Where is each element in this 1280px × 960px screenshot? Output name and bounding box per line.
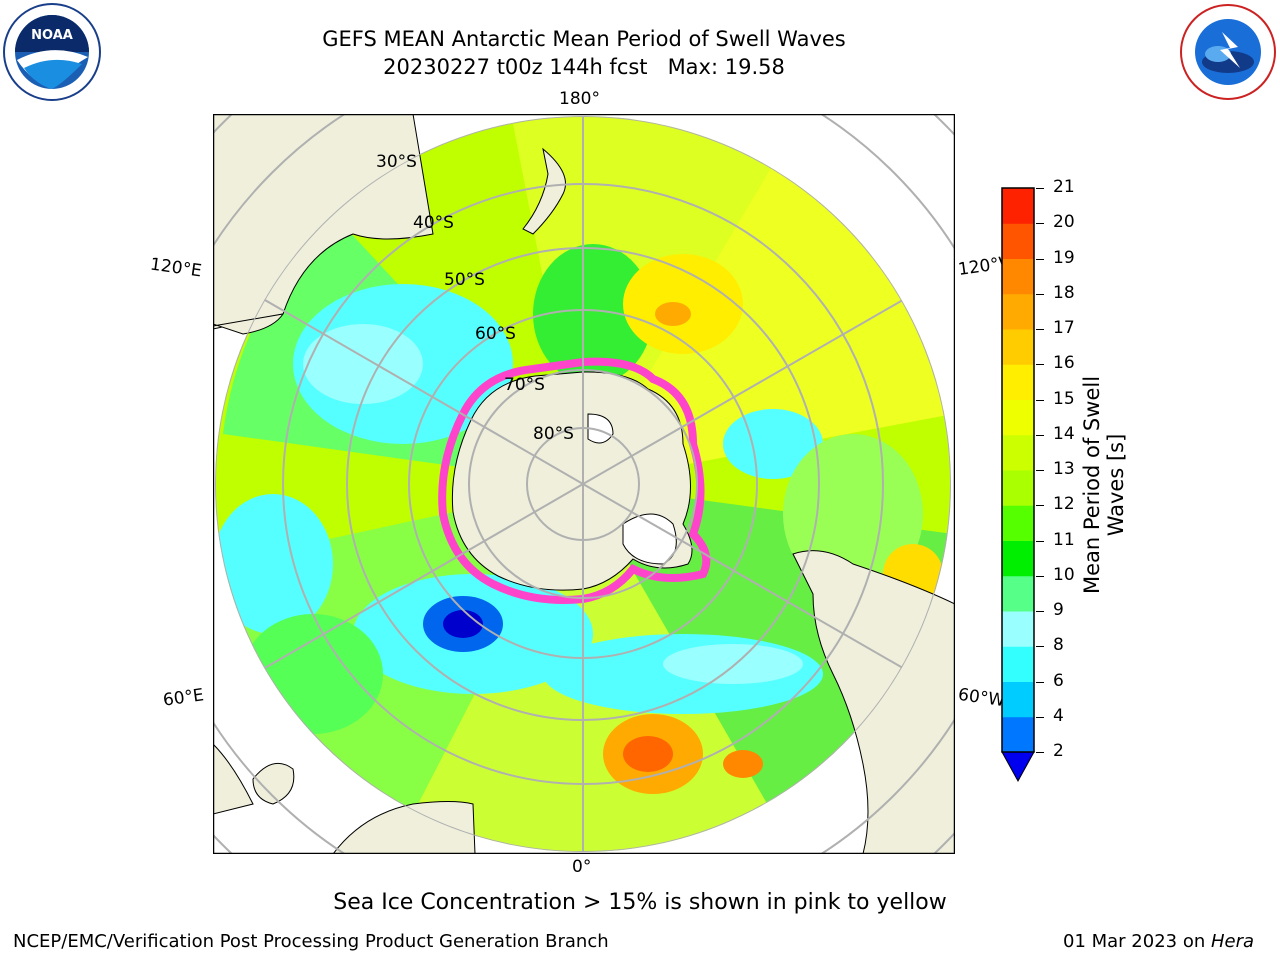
colorbar-tick-mark [1036,505,1044,507]
lat-label-50s: 50°S [444,270,485,290]
colorbar-tick-label: 13 [1053,459,1075,479]
colorbar-tick-label: 8 [1053,635,1064,656]
colorbar-swatch [1002,716,1034,753]
colorbar-tick-mark [1036,540,1044,542]
noaa-logo-text: NOAA [31,28,73,43]
lon-label-0: 0° [572,857,592,877]
lat-label-60s: 60°S [475,324,516,344]
footer-credit: NCEP/EMC/Verification Post Processing Pr… [13,931,609,952]
colorbar-tick-mark [1036,681,1044,683]
colorbar-tick-mark [1036,258,1044,260]
south-america-land [792,550,955,854]
nws-logo [1180,4,1276,100]
colorbar-swatch [1002,293,1034,330]
colorbar-tick-label: 6 [1053,670,1064,691]
colorbar-tick-label: 9 [1053,600,1064,620]
colorbar [1001,187,1035,783]
footer-date: 01 Mar 2023 on Hera [1063,931,1254,952]
colorbar-swatch [1002,329,1034,365]
colorbar-tick-mark [1036,399,1044,401]
colorbar-swatch [1002,540,1034,577]
lat-label-40s: 40°S [413,213,454,233]
colorbar-swatch [1002,399,1034,436]
colorbar-swatch [1002,470,1034,506]
new-zealand-land [522,147,566,235]
colorbar-tick-mark [1036,470,1044,471]
footer-host: Hera [1211,931,1255,952]
lon-label-180: 180° [559,89,600,109]
colorbar-tick-mark [1036,646,1044,648]
colorbar-tick-label: 12 [1053,494,1075,515]
colorbar-tick-label: 21 [1053,177,1075,197]
chart-title: GEFS MEAN Antarctic Mean Period of Swell… [322,27,846,51]
lat-label-30s: 30°S [376,152,417,172]
colorbar-swatch [1002,188,1034,224]
colorbar-swatch [1002,611,1034,647]
polar-map [213,114,955,854]
colorbar-tick-mark [1036,575,1044,577]
lon-label-60w: 60°W [956,684,1007,712]
colorbar-swatch [1002,434,1034,471]
colorbar-tick-label: 19 [1053,247,1075,268]
colorbar-tick-label: 15 [1053,388,1075,409]
colorbar-tick-label: 20 [1053,212,1075,233]
colorbar-tick-mark [1036,223,1044,225]
chart-subtitle: 20230227 t00z 144h fcst Max: 19.58 [383,55,785,79]
colorbar-tick-mark [1036,716,1044,718]
colorbar-tick-mark [1036,329,1044,330]
colorbar-swatch [1002,223,1034,259]
colorbar-tick-mark [1036,188,1044,189]
sea-ice-note: Sea Ice Concentration > 15% is shown in … [333,890,947,915]
colorbar-swatch [1002,505,1034,541]
map-frame [213,114,955,854]
colorbar-tick-label: 16 [1053,353,1075,374]
madagascar-land [252,762,295,805]
colorbar-tick-label: 17 [1053,318,1075,338]
colorbar-tick-label: 2 [1053,741,1064,761]
colorbar-tick-label: 10 [1053,564,1075,585]
lon-label-120e: 120°E [148,254,203,282]
colorbar-swatch [1002,646,1034,682]
colorbar-tick-label: 14 [1053,423,1075,444]
africa-land [332,801,476,854]
colorbar-tick-label: 11 [1053,529,1075,550]
colorbar-tick-mark [1036,434,1044,436]
ice-shelf-ross [587,413,614,444]
lat-label-80s: 80°S [533,424,574,444]
sea-ice-ring [438,357,711,604]
australia-land [213,114,434,330]
footer-date-text: 01 Mar 2023 on [1063,931,1206,952]
colorbar-swatch [1002,258,1034,295]
noaa-logo: NOAA [3,3,101,101]
lon-label-60e: 60°E [161,685,206,711]
colorbar-tick-mark [1036,364,1044,366]
graticule [215,116,951,852]
colorbar-tick-label: 18 [1053,282,1075,303]
colorbar-tick-mark [1036,611,1044,612]
colorbar-swatch [1002,575,1034,612]
lat-label-70s: 70°S [504,375,545,395]
colorbar-swatch [1002,364,1034,400]
colorbar-tick-mark [1036,293,1044,295]
colorbar-tick-mark [1036,752,1044,753]
colorbar-label: Mean Period of Swell Waves [s] [1080,375,1128,595]
colorbar-swatch [1002,681,1034,718]
colorbar-tick-label: 4 [1053,705,1064,726]
